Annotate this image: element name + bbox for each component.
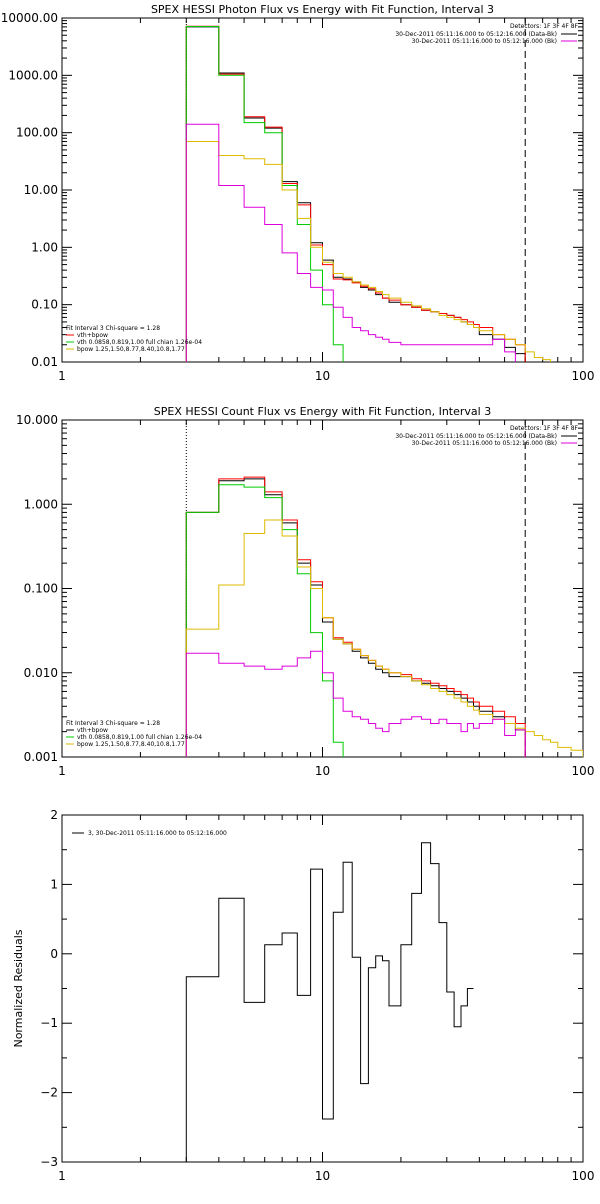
panel-count: SPEX HESSI Count Flux vs Energy with Fit… xyxy=(16,405,594,778)
series-total xyxy=(185,842,474,1162)
x-tick-label: 10 xyxy=(315,1169,330,1183)
x-tick-label: 1 xyxy=(58,764,66,778)
y-tick-label: 0.001 xyxy=(24,750,58,764)
panel-resid: Normalized Residuals 1 10 100 −3 −2 −1 0 1 2 3, 30… xyxy=(12,808,594,1183)
legend-entry-label: bpow 1.25,1.50,8.77,8.40,10.8,1.77 xyxy=(77,741,185,748)
y-tick-label: 10.00 xyxy=(24,183,58,197)
legend-entry-label: 30-Dec-2011 05:11:16.000 to 05:12:16.000… xyxy=(395,433,557,440)
legend-entry-label: vth 0.0858,0.819,1.00 full chian 1.26e-0… xyxy=(77,339,202,346)
series-vth xyxy=(185,26,344,362)
legend-entry-label: vth 0.0858,0.819,1.00 full chian 1.26e-0… xyxy=(77,734,202,741)
legend-header: Fit Interval 3 Chi-square = 1.28 xyxy=(66,720,160,727)
y-tick-label: 0.10 xyxy=(31,298,58,312)
series-bk xyxy=(185,650,526,757)
series-bk xyxy=(185,123,516,362)
legend-header: Detectors: 1F 3F 4F 8F xyxy=(510,23,579,30)
y-tick-label: −3 xyxy=(40,1155,58,1169)
x-tick-label: 10 xyxy=(315,369,330,383)
y-tick-label: 0 xyxy=(50,947,58,961)
x-tick-label: 100 xyxy=(572,764,595,778)
series-bpow xyxy=(185,141,551,362)
plot-frame xyxy=(61,17,584,363)
y-tick-label: 10.000 xyxy=(16,413,58,427)
legend-entry-label: 30-Dec-2011 05:11:16.000 to 05:12:16.000… xyxy=(412,440,557,447)
y-tick-label: 1.000 xyxy=(24,497,58,511)
y-tick-label: 100.00 xyxy=(16,126,58,140)
legend-entry-label: 3, 30-Dec-2011 05:11:16.000 to 05:12:16.… xyxy=(88,830,227,837)
series-sum xyxy=(185,25,526,362)
y-tick-label: 2 xyxy=(50,808,58,822)
y-tick-label: 1.00 xyxy=(31,240,58,254)
y-tick-label: 0.010 xyxy=(24,666,58,680)
x-tick-label: 100 xyxy=(572,369,595,383)
legend-header: Fit Interval 3 Chi-square = 1.28 xyxy=(66,325,160,332)
y-tick-label: 10000.00 xyxy=(1,11,58,25)
x-tick-label: 1 xyxy=(58,1169,66,1183)
y-tick-label: −2 xyxy=(40,1086,58,1100)
series-vth xyxy=(185,484,344,757)
y-axis-label: Normalized Residuals xyxy=(12,929,25,1047)
legend-entry-label: 30-Dec-2011 05:11:16.000 to 05:12:16.000… xyxy=(412,38,557,45)
chart-title: SPEX HESSI Count Flux vs Energy with Fit… xyxy=(154,405,491,418)
x-tick-label: 100 xyxy=(572,1169,595,1183)
y-tick-label: 1 xyxy=(50,877,58,891)
legend-entry-label: 30-Dec-2011 05:11:16.000 to 05:12:16.000… xyxy=(395,31,557,38)
chart-title: SPEX HESSI Photon Flux vs Energy with Fi… xyxy=(151,3,494,16)
plot-area xyxy=(185,25,551,362)
legend-entry-label: bpow 1.25,1.50,8.77,8.40,10.8,1.77 xyxy=(77,346,185,353)
y-tick-label: 0.01 xyxy=(31,355,58,369)
plot-area xyxy=(185,842,474,1162)
legend-entry-label: vth+bpow xyxy=(77,332,108,339)
series-total xyxy=(185,26,526,362)
legend-entry-label: vth+bpow xyxy=(77,727,108,734)
panel-photon: SPEX HESSI Photon Flux vs Energy with Fi… xyxy=(1,3,595,383)
legend-header: Detectors: 1F 3F 4F 8F xyxy=(510,425,579,432)
x-tick-label: 10 xyxy=(315,764,330,778)
plot-area xyxy=(185,476,583,757)
y-tick-label: 0.100 xyxy=(24,582,58,596)
y-tick-label: −1 xyxy=(40,1016,58,1030)
y-tick-label: 1000.00 xyxy=(8,68,58,82)
x-tick-label: 1 xyxy=(58,369,66,383)
